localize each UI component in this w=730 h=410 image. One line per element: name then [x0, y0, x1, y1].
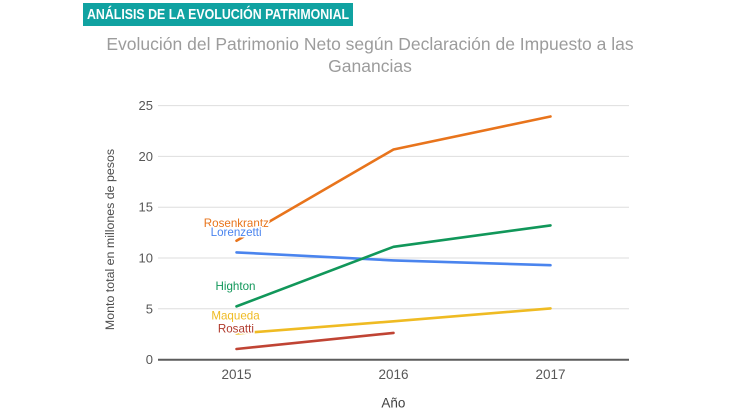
- svg-text:Rosenkrantz: Rosenkrantz: [204, 217, 269, 230]
- svg-text:Rosatti: Rosatti: [218, 322, 254, 335]
- svg-text:Monto total en millones de pes: Monto total en millones de pesos: [103, 149, 117, 330]
- svg-text:2016: 2016: [378, 367, 408, 382]
- svg-text:15: 15: [139, 200, 153, 215]
- svg-text:Año: Año: [381, 396, 405, 410]
- svg-text:25: 25: [139, 98, 153, 113]
- svg-text:20: 20: [139, 149, 153, 164]
- svg-text:5: 5: [146, 301, 153, 316]
- svg-text:10: 10: [139, 251, 153, 266]
- svg-text:2017: 2017: [535, 367, 565, 382]
- svg-text:0: 0: [146, 352, 153, 367]
- svg-text:Highton: Highton: [216, 280, 256, 293]
- svg-text:2015: 2015: [221, 367, 251, 382]
- svg-text:Maqueda: Maqueda: [211, 310, 260, 323]
- svg-text:Lorenzetti: Lorenzetti: [211, 226, 262, 239]
